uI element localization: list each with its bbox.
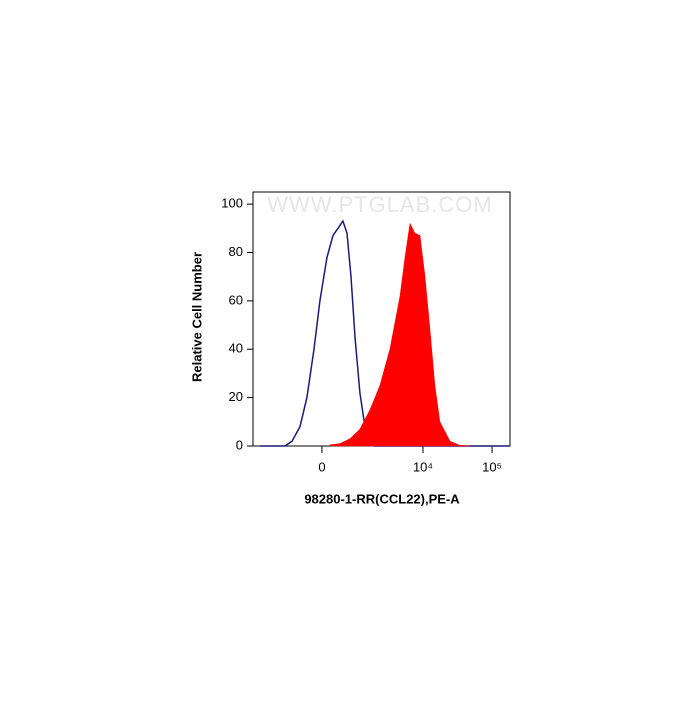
y-tick-label: 40 — [229, 341, 243, 356]
x-tick-label: 0 — [318, 459, 325, 474]
y-tick-label: 100 — [221, 196, 243, 211]
watermark: WWW.PTGLAB.COM — [267, 192, 492, 217]
y-tick-label: 80 — [229, 244, 243, 259]
histogram-area — [329, 222, 471, 447]
x-axis-label: 98280-1-RR(CCL22),PE-A — [304, 491, 460, 506]
x-tick-label: 10⁵ — [482, 459, 502, 474]
y-tick-label: 20 — [229, 389, 243, 404]
x-tick-label: 10⁴ — [413, 459, 433, 474]
y-tick-label: 60 — [229, 292, 243, 307]
y-axis-label: Relative Cell Number — [189, 252, 204, 382]
y-tick-label: 0 — [236, 437, 243, 452]
